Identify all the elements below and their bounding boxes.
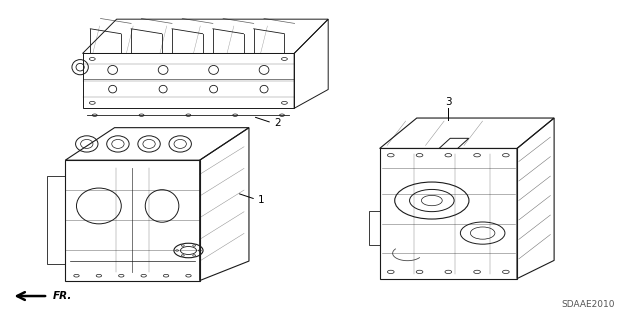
Text: SDAAE2010: SDAAE2010 [561, 300, 614, 309]
Text: 2: 2 [274, 118, 280, 129]
Text: FR.: FR. [52, 291, 72, 301]
Text: 3: 3 [445, 97, 451, 107]
Text: 1: 1 [258, 195, 264, 205]
